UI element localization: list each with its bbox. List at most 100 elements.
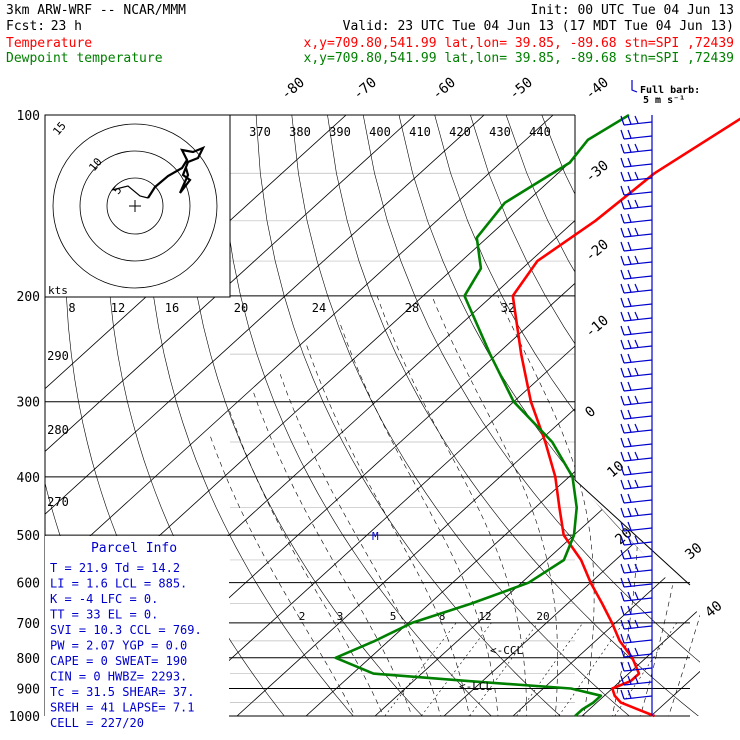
hodograph-trace: [147, 145, 206, 199]
wind-barb-flag: [620, 423, 625, 434]
mixing-ratio-line: [516, 622, 584, 716]
parcel-info-row: PW = 2.07 YGP = 0.0: [50, 639, 187, 653]
wind-barb-flag: [627, 311, 632, 321]
speed-tick-label: 24: [312, 301, 326, 315]
moist-adiabat-line: [376, 295, 528, 716]
wind-barb-flag: [627, 675, 632, 685]
hodograph-ring: [106, 177, 164, 235]
isotherm-line: [374, 115, 700, 716]
sounding-profiles: [334, 113, 740, 718]
wind-barb-flag: [627, 605, 632, 615]
parcel-info-row: CAPE = 0 SWEAT= 190: [50, 654, 187, 668]
barb-legend-line1: Full barb:: [640, 85, 700, 96]
wind-barb: [623, 275, 653, 280]
wind-barb-flag: [634, 367, 639, 376]
wind-barb-flag: [634, 115, 639, 124]
parcel-info-row: T = 21.9 Td = 14.2: [50, 561, 180, 575]
wind-barb: [623, 569, 653, 574]
pressure-tick-label: 800: [17, 652, 40, 667]
wind-barb: [623, 387, 653, 392]
wind-barb-flag: [634, 479, 639, 488]
wind-barb-flag: [627, 241, 632, 251]
isotherm-label: -60: [429, 75, 459, 104]
wind-barb-flag: [627, 395, 632, 405]
dewpoint-location: x,y=709.80,541.99 lat,lon= 39.85, -89.68…: [304, 51, 734, 66]
wind-barb: [623, 331, 653, 336]
wind-barb: [623, 401, 653, 406]
isotherm-label: 40: [702, 598, 725, 621]
barb-legend-icon: [631, 80, 638, 93]
wind-barb: [623, 499, 653, 504]
ccl-label: <-CCL: [490, 644, 523, 657]
isotherm-label: -20: [582, 237, 612, 266]
wind-barb: [623, 121, 653, 126]
wind-barb-flag: [634, 171, 639, 180]
wind-barb-flag: [634, 675, 639, 684]
parcel-info-title: Parcel Info: [91, 541, 177, 556]
lcl-label: <-LCL: [459, 680, 492, 693]
wind-barb: [623, 191, 653, 196]
wind-barb: [623, 359, 653, 364]
dry-adiabat-line: [577, 115, 700, 716]
wind-barb-flag: [627, 507, 632, 517]
fcst-value: 23 h: [51, 19, 82, 34]
wind-barb-flag: [620, 255, 625, 266]
wind-barb-flag: [634, 339, 639, 348]
wind-barb: [623, 261, 653, 266]
theta-label: 270: [47, 495, 69, 509]
wind-barb-flag: [620, 521, 625, 532]
pressure-tick-label: 200: [17, 290, 40, 305]
wind-barb-flag: [627, 367, 632, 377]
wind-barb-flag: [634, 535, 639, 544]
pressure-tick-label: 1000: [9, 710, 40, 725]
isotherm-label: 30: [682, 540, 705, 563]
speed-tick-label: 8: [68, 301, 75, 315]
wind-barb-flag: [627, 493, 632, 503]
wind-barb: [623, 135, 653, 140]
mixing-ratio-line: [558, 622, 624, 716]
wind-barb-flag: [627, 185, 632, 195]
wind-barb-flag: [620, 661, 625, 672]
wind-barb-flag: [620, 605, 625, 616]
wind-barbs: [620, 80, 653, 716]
wind-barb-flag: [634, 255, 639, 264]
isotherm-line: [236, 115, 700, 716]
dry-adiabat-line: [362, 115, 700, 716]
wind-barb: [623, 625, 653, 630]
wind-barb-flag: [620, 241, 625, 252]
isotherm-label: -40: [582, 75, 612, 104]
theta-e-label: 430: [489, 125, 511, 139]
wind-barb-flag: [634, 647, 639, 656]
speed-tick-label: 32: [501, 301, 515, 315]
wind-barb-flag: [627, 437, 632, 447]
pressure-tick-label: 400: [17, 471, 40, 486]
temperature-profile-line: [511, 117, 740, 718]
theta-e-label: 410: [409, 125, 431, 139]
wind-barb-flag: [634, 227, 639, 236]
speed-tick-label: 20: [234, 301, 248, 315]
wind-barb-flag: [620, 367, 625, 378]
wind-barb-flag: [620, 493, 625, 504]
parcel-info-row: SREH = 41 LAPSE= 7.1: [50, 701, 195, 715]
wind-barb-flag: [627, 297, 632, 307]
speed-tick-label: 16: [165, 301, 179, 315]
wind-barb: [623, 611, 653, 616]
wind-barb: [623, 681, 653, 686]
isotherm-line: [720, 115, 740, 716]
wind-barb-flag: [620, 185, 625, 196]
dry-adiabat-line: [398, 115, 700, 716]
wind-barb-flag: [620, 381, 625, 392]
theta-label: 290: [47, 349, 69, 363]
wind-barb: [623, 415, 653, 420]
wind-barb: [623, 639, 653, 644]
dewpoint-profile-line: [334, 113, 630, 717]
wind-barb-flag: [634, 451, 639, 460]
wind-barb-flag: [627, 227, 632, 237]
wind-barb-flag: [627, 577, 632, 587]
isotherm-line: [650, 115, 700, 716]
wind-barb: [623, 513, 653, 518]
pressure-tick-label: 600: [17, 577, 40, 592]
wind-barb-flag: [627, 521, 632, 531]
wind-barb: [623, 317, 653, 322]
